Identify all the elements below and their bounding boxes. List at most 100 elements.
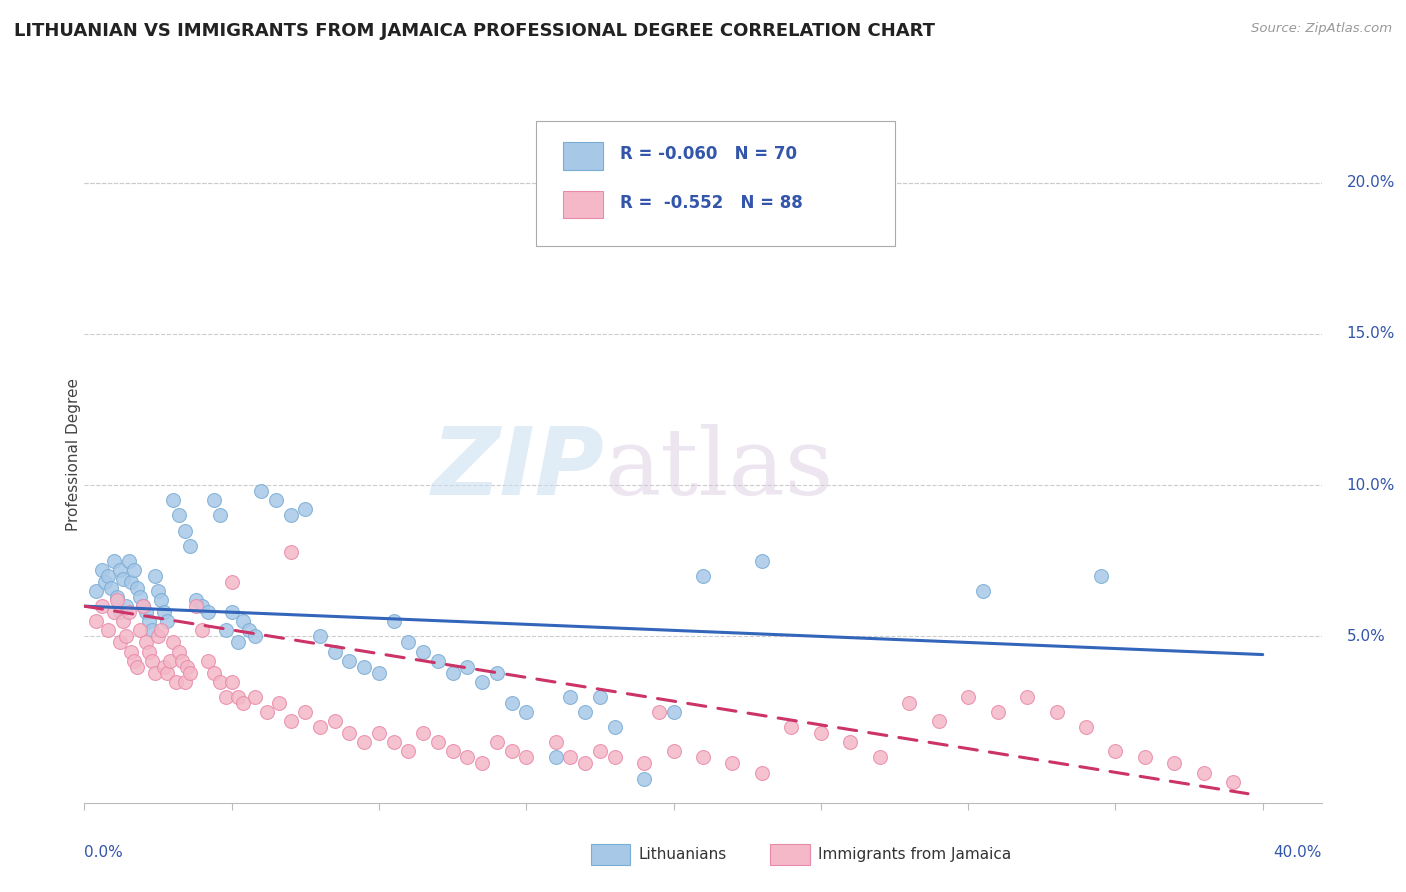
Point xyxy=(191,624,214,638)
Point xyxy=(105,590,128,604)
Point xyxy=(226,690,249,704)
Text: Immigrants from Jamaica: Immigrants from Jamaica xyxy=(818,847,1011,862)
Point xyxy=(471,756,494,771)
Point xyxy=(339,654,361,668)
Point xyxy=(197,605,219,619)
Point xyxy=(162,493,184,508)
Point xyxy=(138,644,160,658)
Point xyxy=(121,644,143,658)
Point xyxy=(97,569,120,583)
Point xyxy=(1045,705,1067,719)
Point xyxy=(208,508,231,523)
Point xyxy=(1222,774,1244,789)
Text: Source: ZipAtlas.com: Source: ZipAtlas.com xyxy=(1251,22,1392,36)
Point xyxy=(84,615,107,629)
Point xyxy=(114,599,136,614)
Point xyxy=(692,750,714,764)
Point xyxy=(97,624,120,638)
Point xyxy=(108,605,131,619)
Point xyxy=(426,654,449,668)
Point xyxy=(135,605,157,619)
Point xyxy=(129,590,152,604)
Point xyxy=(501,744,523,758)
Point xyxy=(264,493,287,508)
Point xyxy=(105,593,128,607)
Point xyxy=(323,714,346,728)
Point xyxy=(143,569,166,583)
Point xyxy=(91,599,114,614)
Point xyxy=(117,605,139,619)
Point xyxy=(135,635,157,649)
Point xyxy=(294,502,316,516)
Point xyxy=(176,659,198,673)
Point xyxy=(111,572,134,586)
Point xyxy=(179,539,201,553)
Point xyxy=(898,696,921,710)
Point xyxy=(928,714,950,728)
Point xyxy=(1074,720,1097,734)
Point xyxy=(167,644,190,658)
Point xyxy=(1192,765,1215,780)
Text: atlas: atlas xyxy=(605,424,834,514)
Text: 0.0%: 0.0% xyxy=(84,845,124,860)
Point xyxy=(226,635,249,649)
Point xyxy=(323,644,346,658)
Point xyxy=(957,690,980,704)
Point xyxy=(633,772,655,786)
Point xyxy=(353,735,375,749)
Point xyxy=(544,750,567,764)
Point xyxy=(633,756,655,771)
Point xyxy=(108,563,131,577)
Point xyxy=(250,484,273,499)
Point xyxy=(544,735,567,749)
Text: R =  -0.552   N = 88: R = -0.552 N = 88 xyxy=(620,194,803,212)
Text: R = -0.060   N = 70: R = -0.060 N = 70 xyxy=(620,145,797,163)
Point xyxy=(173,674,195,689)
Point xyxy=(368,665,391,680)
Point xyxy=(426,735,449,749)
Point xyxy=(156,615,179,629)
Text: 5.0%: 5.0% xyxy=(1347,629,1385,644)
Point xyxy=(232,696,254,710)
Point xyxy=(94,574,117,589)
Point xyxy=(143,665,166,680)
Point xyxy=(456,750,478,764)
Point xyxy=(339,726,361,740)
Point xyxy=(662,744,685,758)
FancyBboxPatch shape xyxy=(564,142,603,169)
Point xyxy=(149,593,172,607)
Point xyxy=(412,726,434,740)
Text: 10.0%: 10.0% xyxy=(1347,478,1395,492)
Point xyxy=(202,493,225,508)
Point xyxy=(648,705,671,719)
Point xyxy=(839,735,862,749)
Point xyxy=(215,624,238,638)
Point xyxy=(191,599,214,614)
Point xyxy=(141,624,163,638)
Point xyxy=(138,615,160,629)
Point xyxy=(1015,690,1038,704)
Point xyxy=(245,690,267,704)
Point xyxy=(603,720,626,734)
Point xyxy=(132,599,155,614)
Point xyxy=(309,629,332,643)
Point xyxy=(156,665,179,680)
Point xyxy=(84,584,107,599)
Point xyxy=(280,714,302,728)
Point xyxy=(515,705,537,719)
Point xyxy=(165,674,187,689)
Point xyxy=(280,545,302,559)
FancyBboxPatch shape xyxy=(536,121,894,246)
Point xyxy=(574,705,596,719)
Point xyxy=(1133,750,1156,764)
Point xyxy=(382,615,405,629)
Point xyxy=(245,629,267,643)
Point xyxy=(232,615,254,629)
Text: LITHUANIAN VS IMMIGRANTS FROM JAMAICA PROFESSIONAL DEGREE CORRELATION CHART: LITHUANIAN VS IMMIGRANTS FROM JAMAICA PR… xyxy=(14,22,935,40)
Point xyxy=(603,750,626,764)
Point xyxy=(221,605,243,619)
Point xyxy=(124,563,146,577)
Point xyxy=(103,605,125,619)
Point xyxy=(501,696,523,710)
Point xyxy=(202,665,225,680)
